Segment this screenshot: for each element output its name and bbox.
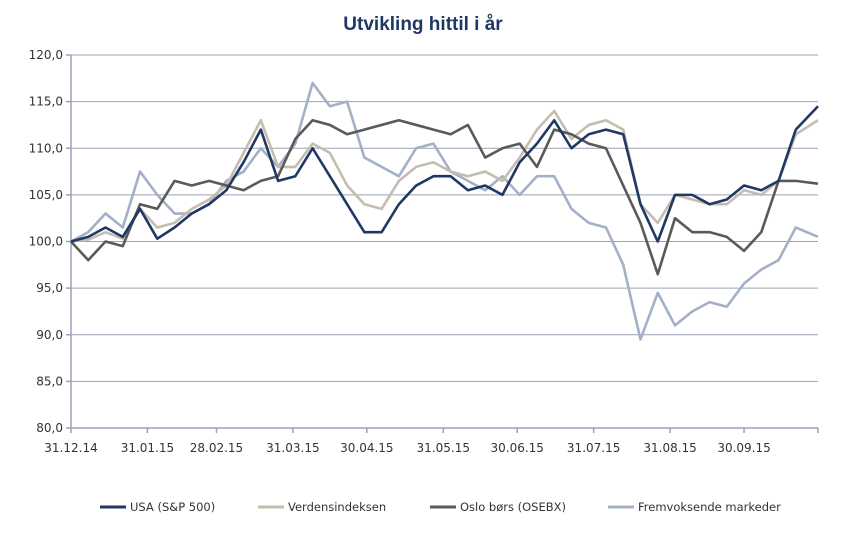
- x-tick-label: 31.08.15: [643, 441, 696, 455]
- x-tick-label: 31.07.15: [567, 441, 620, 455]
- x-tick-label: 30.04.15: [340, 441, 393, 455]
- y-tick-label: 120,0: [29, 48, 63, 62]
- x-tick-label: 31.05.15: [417, 441, 470, 455]
- legend: USA (S&P 500) Verdensindeksen Oslo børs (O…: [100, 500, 781, 514]
- y-tick-label: 80,0: [36, 421, 63, 435]
- legend-label: Oslo børs (OSEBX): [460, 500, 566, 514]
- y-tick-label: 110,0: [29, 141, 63, 155]
- y-tick-label: 90,0: [36, 328, 63, 342]
- axes: 80,0 85,0 90,0 95,0 100,0 105,0 110,0 115,0 120,…: [29, 48, 819, 455]
- legend-label: USA (S&P 500): [130, 500, 215, 514]
- legend-label: Verdensindeksen: [288, 500, 386, 514]
- x-tick-label: 30.09.15: [717, 441, 770, 455]
- x-tick-label: 30.06.15: [491, 441, 544, 455]
- chart-title: Utvikling hittil i år: [343, 14, 503, 35]
- series-line-3: [70, 81, 819, 341]
- series-line-1: [70, 109, 819, 243]
- series-line-0: [70, 105, 819, 243]
- x-tick-label: 28.02.15: [190, 441, 243, 455]
- series-lines: [70, 81, 819, 341]
- y-tick-label: 115,0: [29, 95, 63, 109]
- y-tick-label: 95,0: [36, 281, 63, 295]
- y-tick-label: 85,0: [36, 374, 63, 388]
- x-tick-label: 31.12.14: [44, 441, 97, 455]
- y-tick-label: 100,0: [29, 235, 63, 249]
- x-tick-label: 31.03.15: [266, 441, 319, 455]
- x-tick-label: 31.01.15: [121, 441, 174, 455]
- series-line-2: [70, 118, 819, 276]
- legend-label: Fremvoksende markeder: [638, 500, 781, 514]
- grid: [71, 54, 818, 382]
- y-tick-label: 105,0: [29, 188, 63, 202]
